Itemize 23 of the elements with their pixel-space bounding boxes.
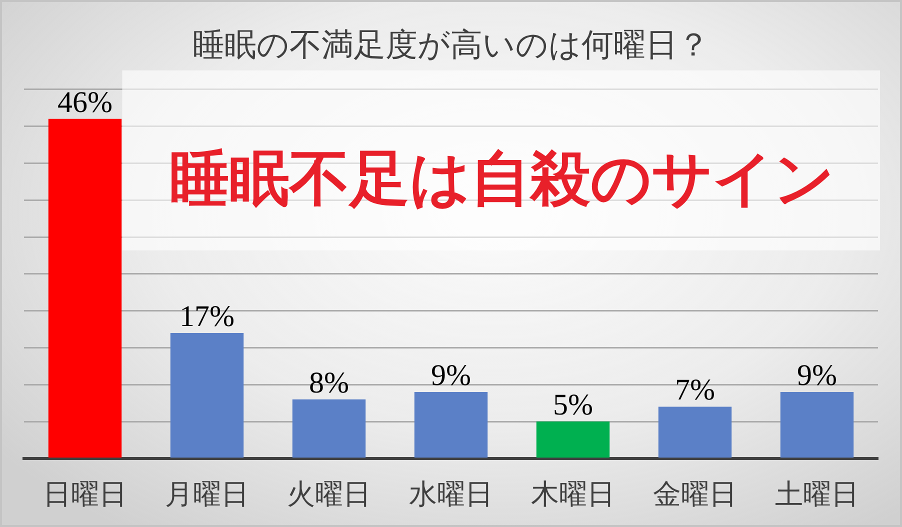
data-label: 17%: [180, 300, 234, 333]
x-tick-label: 火曜日: [287, 477, 371, 510]
x-tick-label: 木曜日: [531, 477, 615, 510]
x-tick-label: 日曜日: [43, 477, 127, 510]
bar: [658, 406, 732, 458]
bar: [48, 118, 122, 458]
x-tick-label: 金曜日: [653, 477, 737, 510]
data-label: 5%: [553, 388, 593, 422]
chart-title: 睡眠の不満足度が高いのは何曜日？: [192, 26, 710, 64]
bar: [414, 392, 488, 458]
bar: [170, 332, 244, 458]
x-tick-label: 水曜日: [409, 477, 493, 510]
x-tick-label: 月曜日: [165, 477, 249, 510]
data-label: 7%: [675, 374, 715, 407]
bar: [536, 422, 610, 458]
data-label: 8%: [309, 366, 349, 400]
data-label: 46%: [58, 86, 112, 119]
bar: [780, 392, 854, 458]
annotation: 睡眠不足は自殺のサイン: [170, 144, 835, 214]
bar: [292, 399, 366, 458]
data-label: 9%: [797, 358, 837, 392]
x-tick-label: 土曜日: [775, 477, 859, 510]
data-label: 9%: [431, 358, 471, 392]
